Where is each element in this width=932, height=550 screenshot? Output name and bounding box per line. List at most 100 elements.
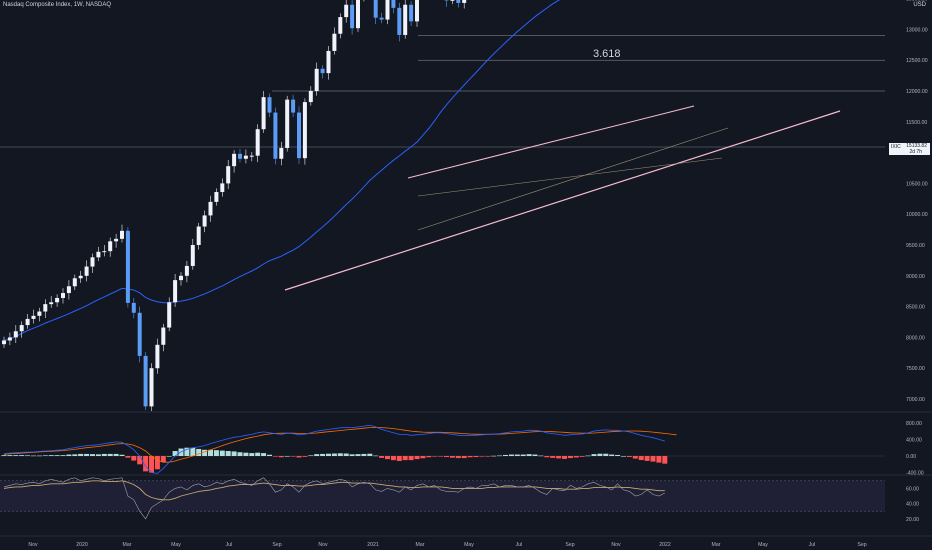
macd-histogram-bar	[54, 455, 60, 456]
price-axis-tick: 11500.00	[906, 120, 927, 126]
price-axis-tick: 7000.00	[906, 397, 925, 403]
currency-label: USD	[913, 2, 926, 8]
macd-histogram-bar	[626, 456, 632, 457]
macd-histogram-bar	[644, 456, 650, 461]
rsi-axis-tick: 40.00	[906, 502, 919, 508]
macd-histogram-bar	[13, 455, 19, 456]
macd-histogram-bar	[579, 456, 585, 457]
candle-up	[55, 297, 60, 303]
price-axis-tick: 7500.00	[906, 366, 925, 372]
candle-up	[114, 238, 119, 242]
price-value: 15133.82	[906, 143, 927, 149]
time-axis-tick: Mar	[712, 542, 721, 548]
candle-down	[291, 99, 296, 113]
macd-histogram-bar	[219, 450, 225, 456]
macd-histogram-bar	[414, 456, 420, 460]
candle-down	[143, 355, 148, 407]
time-axis-tick: Jul	[516, 542, 523, 548]
macd-histogram-bar	[231, 451, 237, 456]
macd-histogram-bar	[467, 456, 473, 458]
macd-histogram-bar	[390, 456, 396, 461]
macd-histogram-bar	[632, 456, 638, 459]
macd-histogram-bar	[520, 454, 526, 456]
time-axis-tick: Jul	[809, 542, 816, 548]
macd-histogram-bar	[208, 449, 213, 456]
inner-channel-line	[417, 157, 723, 197]
candle-up	[43, 304, 48, 312]
macd-histogram-bar	[190, 447, 196, 456]
candle-up	[25, 318, 30, 326]
candle-up	[61, 293, 65, 298]
candle-up	[415, 0, 419, 22]
candle-up	[179, 275, 183, 281]
time-axis-tick: Nov	[28, 542, 38, 548]
candle-down	[137, 312, 142, 356]
macd-histogram-bar	[449, 456, 455, 458]
macd-histogram-bar	[461, 456, 467, 459]
channel-bottom-line	[284, 110, 841, 291]
macd-histogram-bar	[308, 455, 314, 456]
candle-down	[125, 230, 130, 303]
macd-histogram-bar	[426, 456, 432, 458]
candle-up	[78, 275, 83, 279]
macd-histogram-bar	[113, 453, 119, 456]
macd-histogram-bar	[1, 455, 7, 456]
macd-histogram-bar	[131, 456, 137, 461]
candle-up	[208, 201, 213, 216]
time-axis-tick: Sep	[272, 542, 281, 548]
time-axis-tick: Mar	[123, 542, 132, 548]
candle-up	[462, 0, 467, 3]
candle-up	[102, 251, 107, 253]
price-axis-tick: 13000.00	[906, 27, 928, 33]
candle-down	[267, 97, 272, 113]
time-axis-tick: 2020	[76, 542, 88, 548]
macd-histogram-bar	[19, 455, 25, 456]
candle-up	[214, 192, 219, 202]
rsi-ma-line	[3, 480, 665, 501]
macd-histogram-bar	[237, 452, 243, 456]
macd-histogram-bar	[438, 456, 444, 457]
macd-histogram-bar	[379, 456, 385, 458]
channel-top-line	[407, 105, 695, 179]
macd-histogram-bar	[149, 456, 154, 473]
inner-channel-line	[417, 127, 729, 231]
price-axis-tick: 9500.00	[906, 243, 925, 249]
macd-histogram-bar	[508, 454, 514, 456]
candle-up	[314, 68, 319, 91]
macd-histogram-bar	[497, 455, 503, 457]
macd-histogram-bar	[272, 456, 278, 457]
candle-up	[31, 315, 36, 319]
macd-histogram-bar	[444, 456, 449, 458]
candle-up	[7, 337, 12, 341]
macd-histogram-bar	[615, 454, 621, 456]
candle-up	[302, 102, 307, 159]
macd-histogram-bar	[137, 456, 143, 465]
candle-up	[344, 4, 349, 18]
macd-histogram-bar	[385, 456, 390, 460]
macd-histogram-bar	[290, 456, 296, 457]
time-axis-tick: May	[758, 542, 768, 548]
macd-histogram-bar	[25, 455, 31, 456]
candle-up	[202, 215, 207, 227]
time-axis-tick: May	[171, 542, 181, 548]
macd-histogram-bar	[160, 456, 166, 463]
macd-histogram-bar	[662, 456, 668, 464]
macd-histogram-bar	[78, 453, 84, 456]
macd-histogram-bar	[154, 456, 160, 470]
macd-line	[3, 424, 665, 474]
candle-up	[167, 302, 172, 328]
candle-down	[273, 112, 278, 159]
macd-histogram-bar	[125, 456, 131, 458]
macd-histogram-bar	[603, 453, 609, 456]
macd-histogram-bar	[326, 453, 331, 456]
candle-up	[326, 50, 331, 74]
rsi-band	[0, 480, 885, 512]
candle-up	[308, 91, 313, 103]
candle-up	[96, 251, 101, 258]
time-axis-tick: May	[464, 542, 474, 548]
chart-title: Nasdaq Composite Index, 1W, NASDAQ	[3, 2, 112, 8]
time-axis-tick: Mar	[416, 542, 425, 548]
macd-histogram-bar	[42, 455, 48, 456]
